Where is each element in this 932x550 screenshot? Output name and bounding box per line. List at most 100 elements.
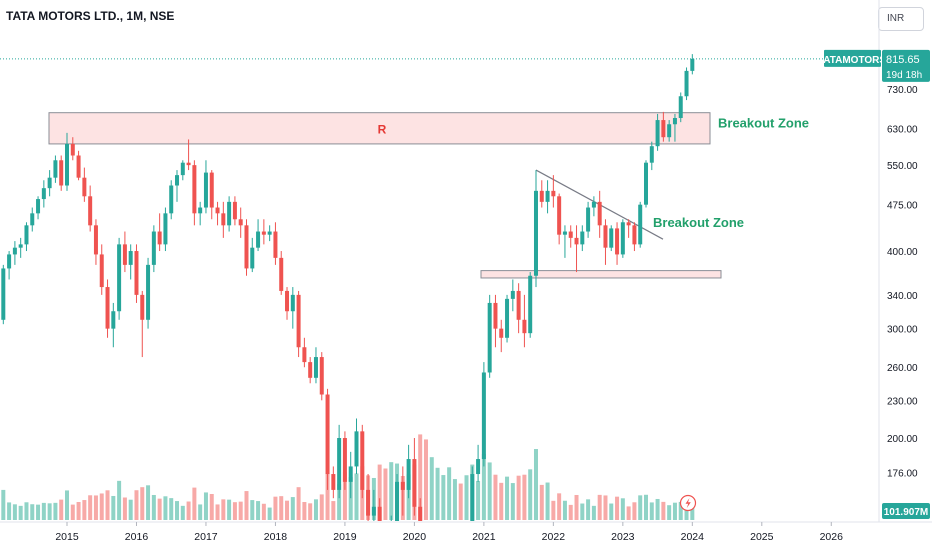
volume-bar bbox=[244, 491, 249, 520]
volume-bar bbox=[117, 480, 122, 520]
candle-body bbox=[7, 254, 12, 269]
candle-body bbox=[505, 298, 510, 338]
volume-bar bbox=[672, 502, 677, 520]
candle-body bbox=[105, 287, 110, 329]
price-tick-label: 550.00 bbox=[887, 161, 918, 172]
candle-body bbox=[533, 190, 538, 276]
candle-body bbox=[267, 231, 272, 235]
volume-bar bbox=[487, 462, 492, 520]
candle-body bbox=[65, 143, 69, 186]
candle-body bbox=[574, 237, 579, 245]
candle-body bbox=[302, 347, 307, 363]
candle-body bbox=[626, 222, 631, 226]
candle-body bbox=[591, 201, 596, 208]
volume-bar bbox=[82, 500, 87, 520]
candle-body bbox=[360, 431, 365, 490]
candle-body bbox=[597, 201, 602, 226]
volume-bar bbox=[65, 490, 69, 520]
time-tick-label: 2025 bbox=[750, 531, 774, 543]
volume-bar bbox=[452, 479, 457, 520]
candle-body bbox=[638, 204, 643, 245]
chart-title: TATA MOTORS LTD., 1M, NSE bbox=[6, 9, 175, 23]
volume-bar bbox=[609, 503, 614, 520]
candle-body bbox=[261, 231, 266, 235]
volume-bar bbox=[41, 502, 46, 520]
candle-body bbox=[400, 481, 405, 490]
volume-bar bbox=[279, 496, 284, 520]
candle-body bbox=[493, 302, 498, 329]
candle-body bbox=[632, 225, 637, 245]
candle-body bbox=[672, 118, 677, 125]
volume-bar bbox=[533, 449, 538, 520]
volume-bar bbox=[290, 497, 295, 520]
candle-body bbox=[82, 177, 87, 197]
candle-body bbox=[88, 196, 93, 226]
volume-tag-label: 101.907M bbox=[884, 507, 928, 518]
volume-bar bbox=[250, 500, 255, 520]
volume-bar bbox=[273, 496, 278, 520]
price-tick-label: 176.00 bbox=[887, 469, 918, 480]
candle-body bbox=[285, 290, 290, 312]
candle-body bbox=[244, 225, 249, 269]
candle-body bbox=[175, 175, 180, 186]
volume-bar bbox=[342, 472, 347, 520]
volume-bar bbox=[203, 492, 208, 520]
candle-body bbox=[528, 275, 533, 334]
volume-bar bbox=[192, 487, 197, 520]
price-tick-label: 475.00 bbox=[887, 201, 918, 212]
candle-body bbox=[476, 459, 481, 475]
volume-bar bbox=[157, 498, 162, 520]
volume-bar bbox=[215, 504, 220, 520]
volume-bar bbox=[221, 499, 226, 520]
time-tick-label: 2026 bbox=[820, 531, 844, 543]
candle-body bbox=[649, 146, 654, 163]
volume-bar bbox=[499, 482, 504, 520]
candle-body bbox=[93, 225, 98, 255]
volume-bar bbox=[180, 505, 185, 520]
volume-bar bbox=[146, 485, 151, 520]
candle-body bbox=[470, 474, 475, 521]
volume-bar bbox=[325, 473, 330, 520]
candle-body bbox=[395, 481, 400, 521]
price-tick-label: 340.00 bbox=[887, 291, 918, 302]
resistance-zone bbox=[48, 112, 711, 145]
volume-bar bbox=[337, 484, 342, 520]
volume-bar bbox=[151, 494, 156, 520]
candle-body bbox=[667, 124, 672, 138]
volume-bar bbox=[169, 498, 174, 520]
volume-bar bbox=[134, 490, 139, 520]
candle-body bbox=[325, 394, 330, 475]
volume-bar bbox=[510, 483, 515, 520]
candle-body bbox=[238, 219, 243, 226]
resistance-label: R bbox=[378, 122, 387, 136]
volume-bar bbox=[93, 495, 98, 520]
volume-bar bbox=[632, 502, 637, 520]
volume-bar bbox=[76, 502, 81, 520]
volume-bar bbox=[389, 462, 394, 520]
volume-bar bbox=[308, 503, 313, 520]
candle-body bbox=[539, 190, 544, 202]
volume-bar bbox=[313, 499, 318, 520]
volume-bar bbox=[505, 476, 510, 520]
price-tick-label: 400.00 bbox=[887, 247, 918, 258]
volume-bar bbox=[30, 504, 35, 520]
candle-body bbox=[203, 172, 208, 208]
volume-bar bbox=[186, 501, 191, 520]
currency-button[interactable]: INR bbox=[878, 7, 924, 31]
time-axis[interactable]: 2015 2016 2017 2018 2019 2020 2021 2022 2023 2024… bbox=[55, 522, 843, 543]
candle-body bbox=[319, 357, 324, 395]
candle-body bbox=[279, 257, 284, 291]
candle-body bbox=[562, 231, 567, 235]
price-tick-label: 260.00 bbox=[887, 363, 918, 374]
candle-series bbox=[1, 54, 695, 521]
price-axis[interactable]: 176.00 200.00 230.00 260.00 300.00 340.00 400.… bbox=[887, 85, 918, 480]
volume-bar bbox=[36, 504, 41, 520]
candle-body bbox=[313, 357, 318, 378]
candle-body bbox=[12, 247, 17, 255]
candle-body bbox=[487, 302, 492, 373]
volume-bar bbox=[481, 453, 486, 520]
time-tick-label: 2015 bbox=[55, 531, 79, 543]
volume-bar bbox=[690, 505, 695, 520]
price-tag-countdown: 19d 18h bbox=[886, 70, 922, 81]
